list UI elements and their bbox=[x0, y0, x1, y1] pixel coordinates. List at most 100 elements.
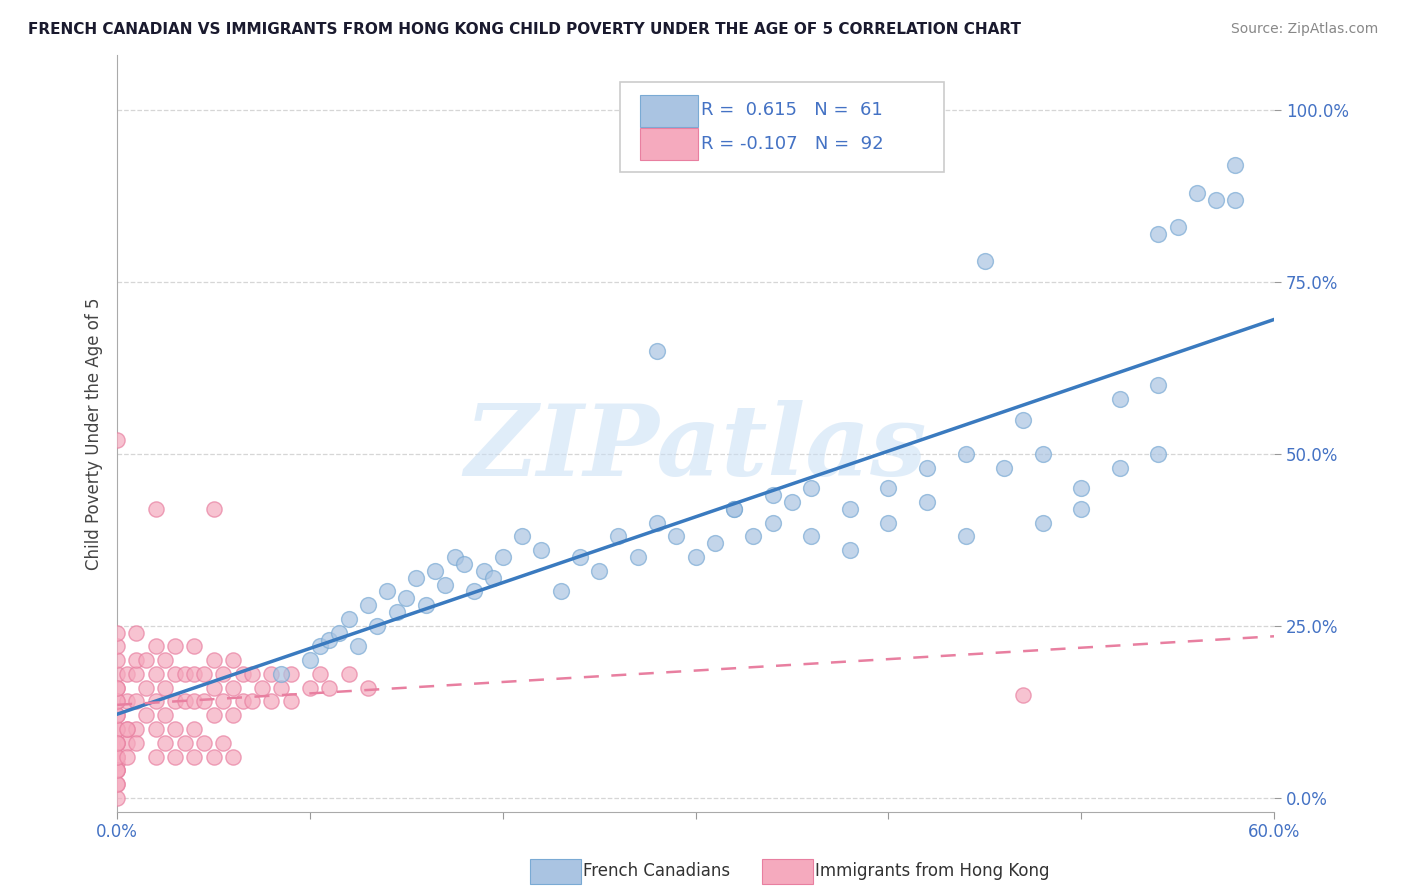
Point bbox=[463, 584, 485, 599]
Point bbox=[155, 653, 177, 667]
Point bbox=[202, 502, 225, 516]
Point bbox=[202, 749, 225, 764]
Point bbox=[318, 632, 340, 647]
Point bbox=[1032, 516, 1054, 530]
Point bbox=[105, 653, 128, 667]
Point bbox=[762, 516, 785, 530]
Point bbox=[270, 681, 292, 695]
Point bbox=[212, 694, 235, 708]
Text: Source: ZipAtlas.com: Source: ZipAtlas.com bbox=[1230, 22, 1378, 37]
Point bbox=[105, 708, 128, 723]
Point bbox=[337, 667, 360, 681]
Point bbox=[155, 681, 177, 695]
Point bbox=[105, 681, 128, 695]
Point bbox=[877, 481, 900, 495]
Point bbox=[482, 571, 505, 585]
Point bbox=[202, 708, 225, 723]
Point bbox=[1012, 688, 1035, 702]
Point bbox=[425, 564, 447, 578]
Point bbox=[318, 681, 340, 695]
Point bbox=[973, 254, 995, 268]
Point bbox=[183, 694, 205, 708]
Point bbox=[145, 667, 167, 681]
Point bbox=[588, 564, 610, 578]
Point bbox=[1147, 227, 1170, 241]
Point bbox=[155, 708, 177, 723]
Point bbox=[838, 543, 860, 558]
Point bbox=[800, 529, 823, 543]
Point bbox=[135, 681, 157, 695]
FancyBboxPatch shape bbox=[640, 128, 697, 160]
Point bbox=[145, 502, 167, 516]
Text: FRENCH CANADIAN VS IMMIGRANTS FROM HONG KONG CHILD POVERTY UNDER THE AGE OF 5 CO: FRENCH CANADIAN VS IMMIGRANTS FROM HONG … bbox=[28, 22, 1021, 37]
Point bbox=[105, 694, 128, 708]
Point bbox=[105, 764, 128, 778]
Point bbox=[337, 612, 360, 626]
Point bbox=[183, 640, 205, 654]
Y-axis label: Child Poverty Under the Age of 5: Child Poverty Under the Age of 5 bbox=[86, 297, 103, 570]
Point bbox=[607, 529, 630, 543]
Point bbox=[1185, 186, 1208, 200]
Point bbox=[105, 736, 128, 750]
Point bbox=[1070, 502, 1092, 516]
Text: R =  0.615   N =  61: R = 0.615 N = 61 bbox=[702, 102, 883, 120]
Point bbox=[105, 694, 128, 708]
Point bbox=[183, 722, 205, 736]
Point bbox=[240, 667, 263, 681]
Point bbox=[472, 564, 495, 578]
Point bbox=[366, 619, 388, 633]
Point bbox=[173, 694, 195, 708]
Point bbox=[762, 488, 785, 502]
FancyBboxPatch shape bbox=[620, 81, 945, 172]
Point bbox=[1108, 460, 1130, 475]
Point bbox=[105, 681, 128, 695]
Point bbox=[510, 529, 533, 543]
Point bbox=[155, 736, 177, 750]
Point bbox=[993, 460, 1015, 475]
Point bbox=[665, 529, 688, 543]
Point bbox=[145, 694, 167, 708]
Point bbox=[645, 516, 668, 530]
Point bbox=[163, 749, 186, 764]
Point bbox=[163, 694, 186, 708]
Point bbox=[105, 434, 128, 448]
Text: R = -0.107   N =  92: R = -0.107 N = 92 bbox=[702, 135, 884, 153]
Point bbox=[415, 599, 437, 613]
Point bbox=[375, 584, 398, 599]
Point bbox=[1225, 193, 1247, 207]
Point bbox=[125, 736, 148, 750]
Point bbox=[800, 481, 823, 495]
Point bbox=[260, 694, 283, 708]
Point bbox=[125, 667, 148, 681]
Point bbox=[405, 571, 427, 585]
Point bbox=[105, 625, 128, 640]
Point bbox=[1225, 158, 1247, 172]
Point bbox=[1167, 220, 1189, 235]
Text: French Canadians: French Canadians bbox=[583, 863, 731, 880]
Point bbox=[260, 667, 283, 681]
Point bbox=[298, 653, 321, 667]
Point bbox=[627, 550, 650, 565]
Point bbox=[105, 777, 128, 791]
Point bbox=[125, 653, 148, 667]
Point bbox=[915, 495, 938, 509]
Point bbox=[742, 529, 765, 543]
Point bbox=[915, 460, 938, 475]
Point bbox=[105, 764, 128, 778]
Point bbox=[105, 749, 128, 764]
Point bbox=[1032, 447, 1054, 461]
Point bbox=[433, 577, 456, 591]
Point bbox=[328, 625, 350, 640]
Point bbox=[568, 550, 591, 565]
Point bbox=[955, 529, 977, 543]
Text: ZIPatlas: ZIPatlas bbox=[464, 401, 927, 497]
Point bbox=[135, 653, 157, 667]
Point bbox=[222, 681, 245, 695]
Point bbox=[308, 640, 330, 654]
Point bbox=[125, 694, 148, 708]
Point bbox=[212, 736, 235, 750]
Point bbox=[723, 502, 745, 516]
Point bbox=[955, 447, 977, 461]
Point bbox=[308, 667, 330, 681]
Point bbox=[443, 550, 465, 565]
